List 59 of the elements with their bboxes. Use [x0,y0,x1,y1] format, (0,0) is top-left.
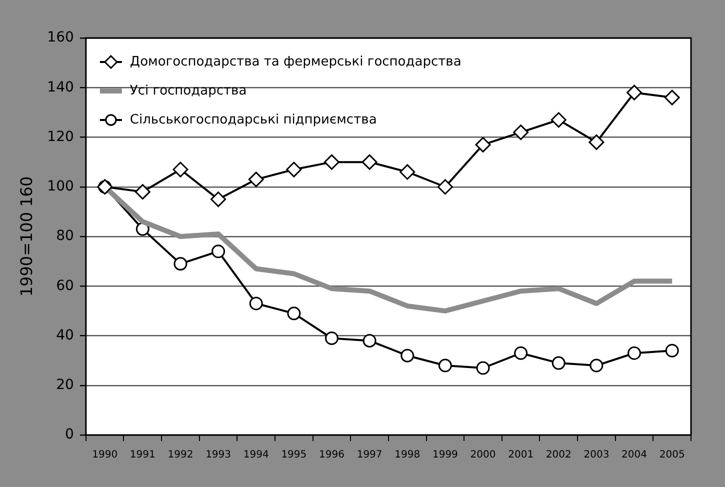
point [588,134,604,150]
point [664,90,680,106]
point [249,296,263,310]
x-tick-label: 1999 [432,450,458,461]
point [626,84,642,100]
point [590,358,604,372]
x-tick-label: 1996 [319,450,344,461]
point [172,162,188,178]
point [248,172,264,188]
y-tick-label: 60 [56,278,74,294]
point [174,257,188,271]
point [513,124,529,140]
point [362,334,376,348]
point [514,346,528,360]
x-tick-label: 1990 [92,450,118,461]
legend-label: Домогосподарства та фермерські господарства [130,54,462,70]
x-tick-label: 1991 [130,450,156,461]
legend-label: Сільськогосподарські підприємства [130,112,377,128]
x-tick-label: 2005 [659,450,685,461]
y-axis-title: 1990=100 160 [16,176,36,297]
x-tick-label: 2002 [546,450,572,461]
x-tick-label: 1995 [281,450,307,461]
y-tick-label: 40 [56,327,74,344]
point [287,306,301,320]
x-tick-label: 2003 [584,450,610,461]
y-tick-label: 100 [47,178,74,195]
point [134,184,150,200]
y-tick-label: 0 [65,426,74,443]
point [550,112,566,128]
point [665,344,679,358]
x-tick-label: 1992 [168,450,194,461]
point [552,356,566,370]
x-tick-label: 2001 [508,450,534,461]
y-tick-label: 20 [56,377,74,394]
point [438,358,452,372]
x-tick-label: 1997 [356,450,382,461]
point [210,192,226,208]
x-tick-label: 1998 [394,450,420,461]
y-tick-label: 160 [47,30,74,46]
point [212,244,226,258]
x-tick-label: 2000 [470,450,496,461]
y-tick-label: 140 [47,79,74,96]
point [286,162,302,178]
point [400,348,414,362]
point [362,154,378,170]
point [475,136,491,152]
y-tick-label: 120 [47,128,74,145]
y-tick-label: 80 [56,228,74,244]
point [628,346,642,360]
point [136,222,150,236]
point [476,361,490,375]
point [400,164,416,180]
point [324,331,338,345]
x-tick-label: 1993 [206,450,232,461]
x-tick-label: 1994 [243,450,269,461]
point [324,154,340,170]
legend-label: Усі господарства [130,83,247,98]
point [437,179,453,195]
x-tick-label: 2004 [622,450,647,461]
